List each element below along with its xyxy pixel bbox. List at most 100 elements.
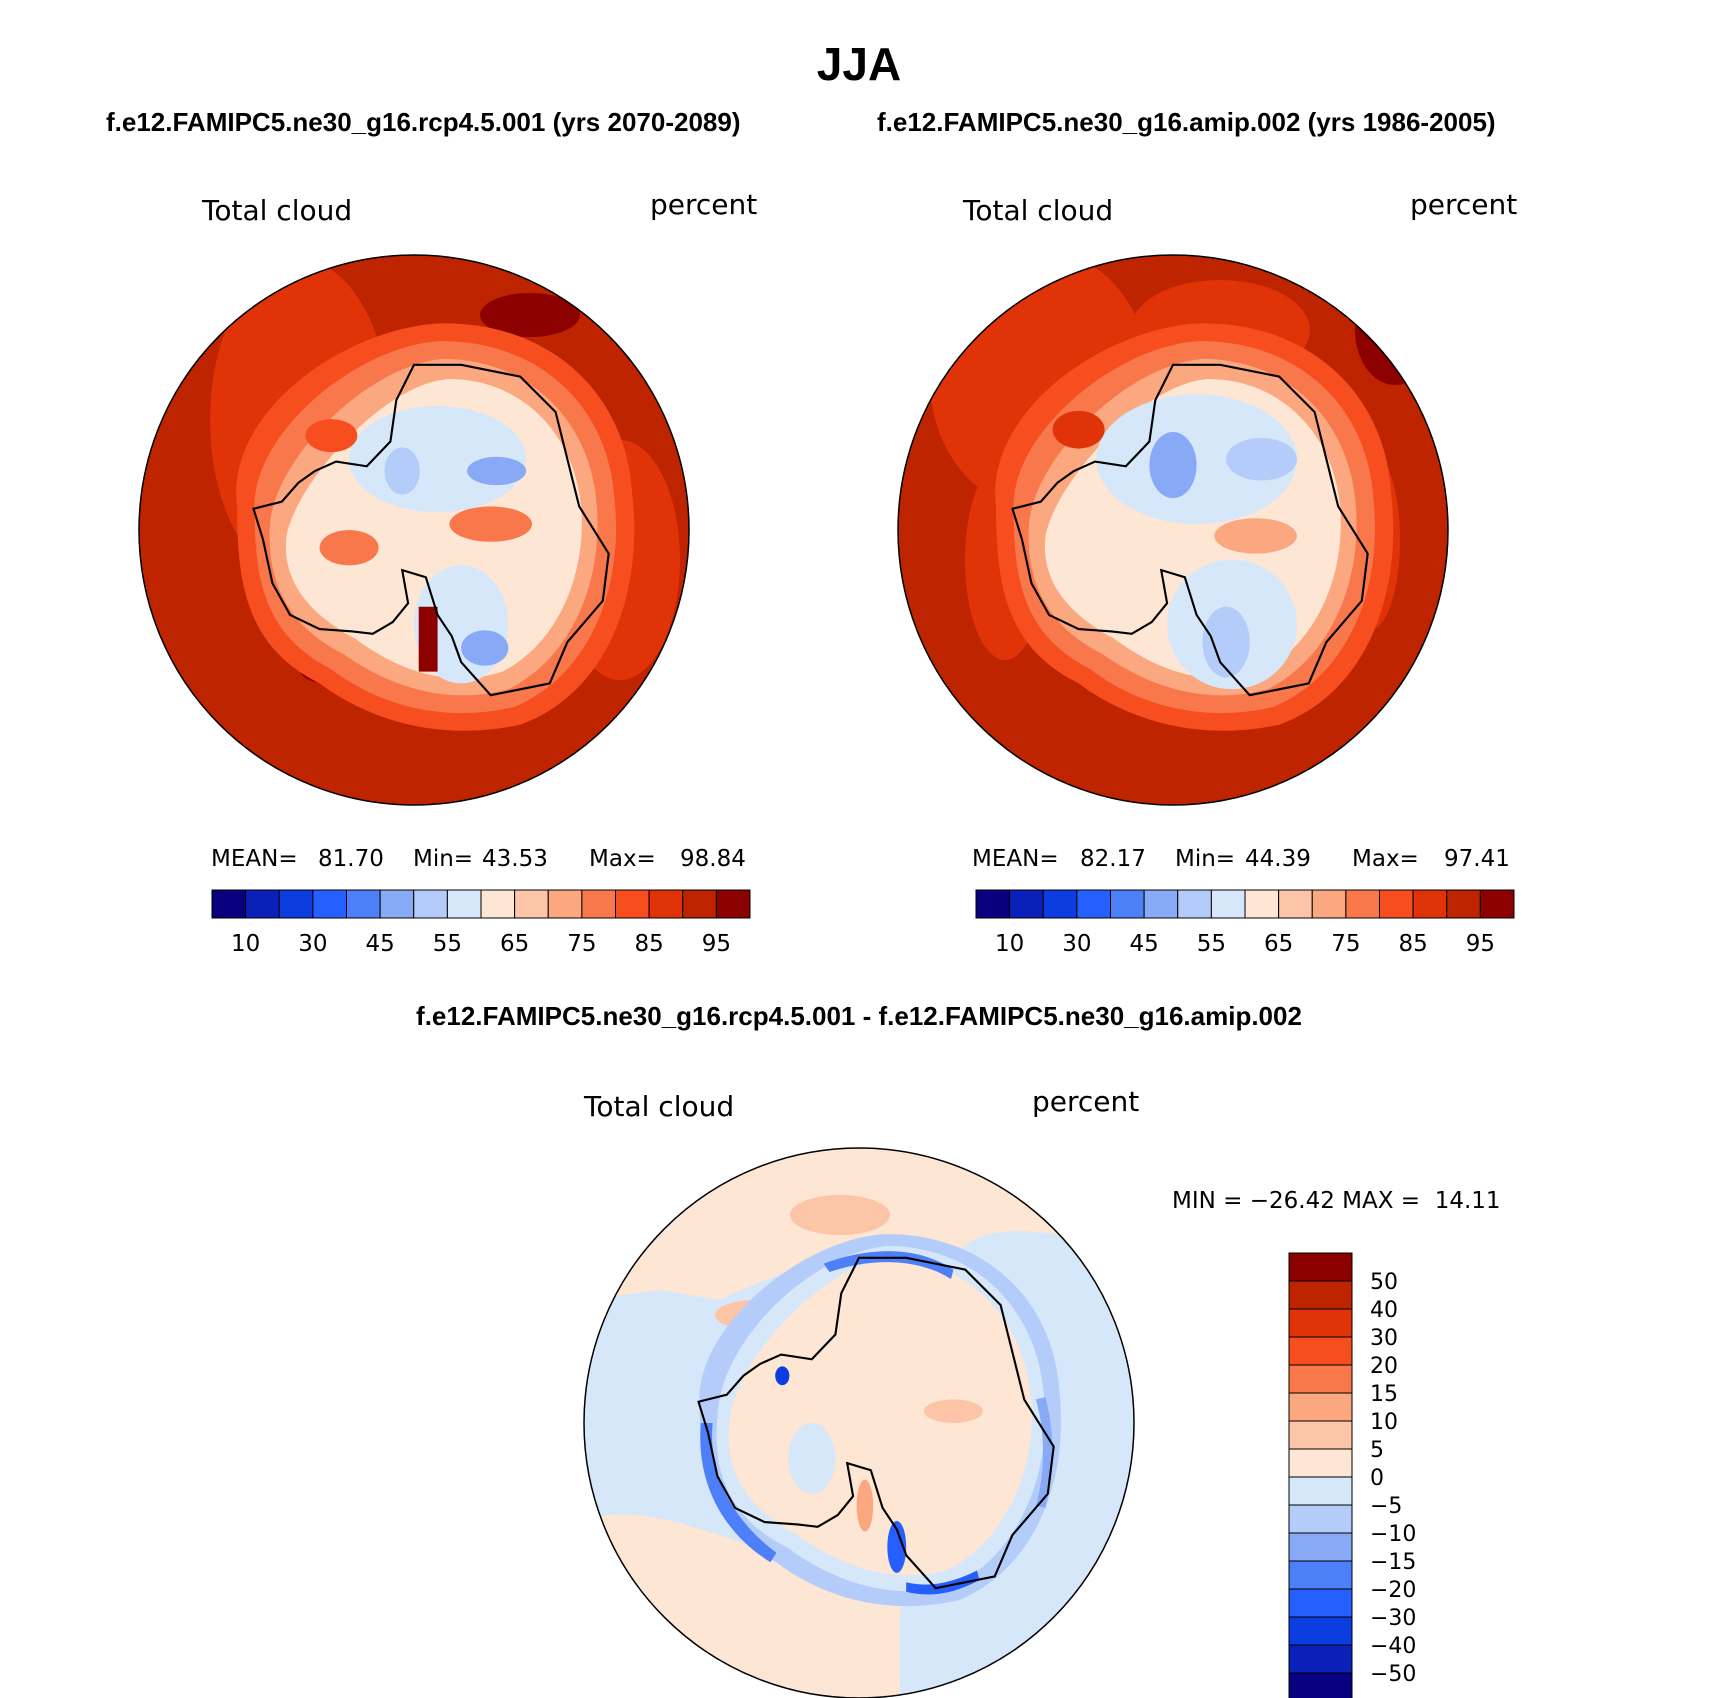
panel-a-map-border [138,254,690,806]
colorbar-swatch [1288,1448,1353,1478]
panel-a-mean-label: MEAN= [211,846,298,872]
colorbar-tick-label: 50 [1370,1270,1398,1295]
colorbar-swatch [615,889,650,919]
colorbar-tick-label: −20 [1370,1578,1416,1603]
colorbar-tick-label: 95 [702,931,731,957]
panel-c-units-label: percent [1032,1085,1139,1118]
panel-c-map [584,1148,1134,1698]
panel-a-max-value: 98.84 [680,846,746,872]
panel-rcp45: f.e12.FAMIPC5.ne30_g16.rcp4.5.001 (yrs 2… [106,107,757,957]
panel-a-subtitle: f.e12.FAMIPC5.ne30_g16.rcp4.5.001 (yrs 2… [106,107,741,137]
colorbar-swatch [1288,1532,1353,1562]
colorbar-swatch [211,889,247,919]
colorbar-swatch [1288,1644,1353,1674]
colorbar-swatch [312,889,347,919]
colorbar-swatch [1288,1308,1353,1338]
colorbar-swatch [1311,889,1347,919]
colorbar-swatch [1288,1280,1353,1310]
colorbar-swatch [1288,1588,1353,1618]
panel-b-colorbar [975,889,1515,919]
colorbar-tick-label: −5 [1370,1494,1402,1519]
colorbar-swatch [1446,889,1481,919]
colorbar-tick-label: −10 [1370,1522,1416,1547]
colorbar-swatch [514,889,549,919]
panel-a-min-label: Min= [413,846,473,872]
panel-c-variable-label: Total cloud [583,1090,734,1123]
colorbar-swatch [1143,889,1179,919]
panel-c-subtitle: f.e12.FAMIPC5.ne30_g16.rcp4.5.001 - f.e1… [416,1001,1302,1031]
colorbar-swatch [1288,1252,1353,1282]
colorbar-tick-label: 20 [1370,1354,1398,1379]
colorbar-swatch [581,889,616,919]
colorbar-tick-label: 15 [1370,1382,1398,1407]
colorbar-swatch [1288,1476,1353,1506]
colorbar-tick-label: 10 [1370,1410,1398,1435]
colorbar-swatch [1479,889,1515,919]
colorbar-swatch [1412,889,1448,919]
colorbar-tick-label: −40 [1370,1634,1416,1659]
colorbar-tick-label: −30 [1370,1606,1416,1631]
colorbar-tick-label: −15 [1370,1550,1416,1575]
colorbar-swatch [1345,889,1380,919]
panel-b-mean-label: MEAN= [972,846,1059,872]
panel-b-map-border [897,254,1449,806]
colorbar-swatch [379,889,415,919]
colorbar-swatch [1288,1420,1353,1450]
panel-a-colorbar [211,889,751,919]
colorbar-tick-label: 95 [1466,931,1495,957]
panel-b-subtitle: f.e12.FAMIPC5.ne30_g16.amip.002 (yrs 198… [877,107,1496,137]
colorbar-swatch [1288,1616,1353,1646]
colorbar-tick-label: −50 [1370,1662,1416,1687]
colorbar-swatch [1379,889,1414,919]
colorbar-tick-label: 55 [1197,931,1226,957]
colorbar-tick-label: 45 [1129,931,1158,957]
colorbar-swatch [1244,889,1280,919]
colorbar-swatch [715,889,751,919]
colorbar-swatch [1042,889,1078,919]
colorbar-swatch [1110,889,1145,919]
panel-b-mean-value: 82.17 [1080,846,1146,872]
main-title: JJA [817,38,901,90]
colorbar-tick-label: 30 [298,931,327,957]
colorbar-tick-label: 85 [1398,931,1427,957]
colorbar-tick-label: 85 [634,931,663,957]
colorbar-swatch [446,889,482,919]
colorbar-tick-label: 30 [1062,931,1091,957]
panel-b-min-label: Min= [1175,846,1235,872]
panel-a-min-value: 43.53 [482,846,548,872]
colorbar-swatch [1288,1392,1353,1422]
panel-b-map [898,255,1448,805]
panel-a-units-label: percent [650,188,757,221]
colorbar-swatch [682,889,717,919]
colorbar-swatch [480,889,516,919]
panel-c-colorbar [1288,1252,1353,1698]
colorbar-tick-label: 45 [365,931,394,957]
colorbar-tick-label: 65 [1264,931,1293,957]
colorbar-swatch [547,889,583,919]
colorbar-swatch [975,889,1011,919]
panel-a-map [139,255,689,805]
panel-b-colorbar-ticks: 10 30 45 55 65 75 85 95 [995,931,1495,957]
panel-b-units-label: percent [1410,188,1517,221]
colorbar-swatch [648,889,684,919]
colorbar-swatch [1288,1560,1353,1590]
colorbar-swatch [1288,1336,1353,1366]
panel-a-max-label: Max= [589,846,656,872]
colorbar-tick-label: 0 [1370,1466,1384,1491]
panel-c-map-border [583,1147,1135,1698]
panel-b-max-value: 97.41 [1444,846,1510,872]
colorbar-tick-label: 30 [1370,1326,1398,1351]
colorbar-tick-label: 5 [1370,1438,1384,1463]
panel-difference: f.e12.FAMIPC5.ne30_g16.rcp4.5.001 - f.e1… [416,1001,1501,1698]
colorbar-swatch [413,889,448,919]
colorbar-swatch [346,889,381,919]
panel-b-min-value: 44.39 [1245,846,1311,872]
colorbar-swatch [278,889,314,919]
colorbar-tick-label: 10 [995,931,1024,957]
colorbar-swatch [1009,889,1044,919]
panel-c-minmax: MIN = −26.42 MAX = 14.11 [1172,1188,1501,1214]
colorbar-tick-label: 40 [1370,1298,1398,1323]
colorbar-tick-label: 55 [433,931,462,957]
panel-amip: f.e12.FAMIPC5.ne30_g16.amip.002 (yrs 198… [877,107,1517,957]
